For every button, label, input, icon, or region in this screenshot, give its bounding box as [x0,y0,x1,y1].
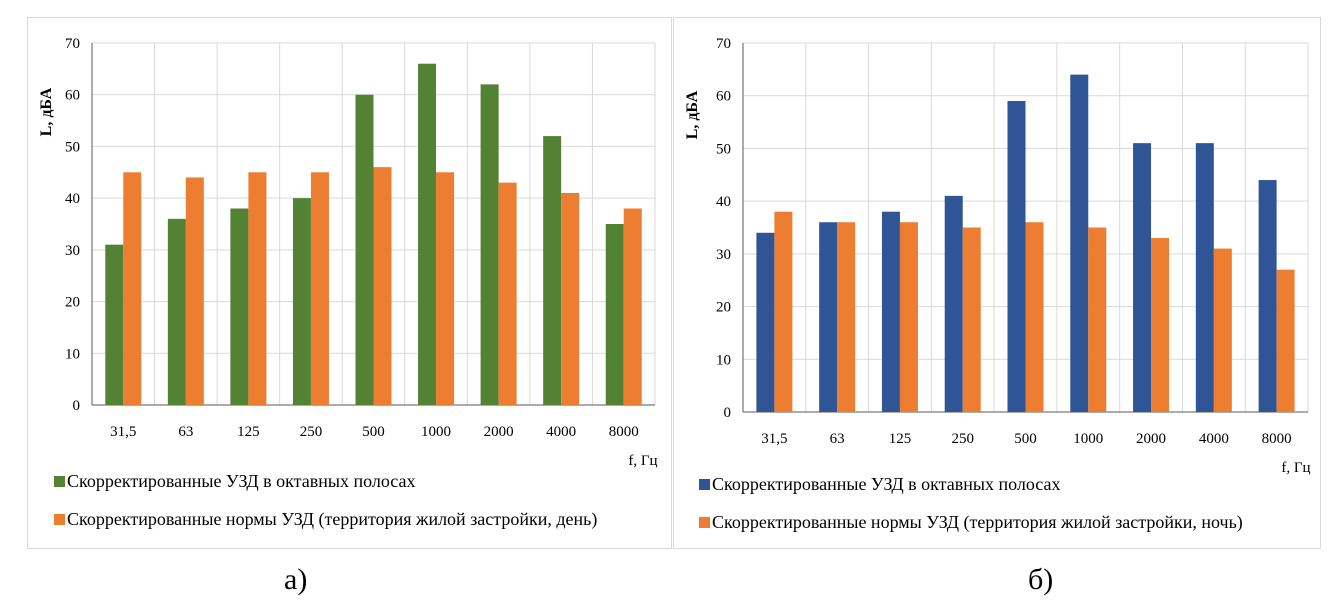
bar-series-1 [1133,143,1152,412]
bar-series-2 [623,208,642,405]
bar-series-2 [837,222,856,412]
bar-series-2 [310,172,329,405]
y-axis-title: L, дБА [684,90,701,139]
bar-series-2 [498,182,517,405]
x-tick-label: 8000 [609,424,639,440]
chart-a-svg: 0 10 20 30 40 50 60 70 31,5 63 125 250 500 1000 2000 40… [38,36,658,530]
bar-series-2 [1151,238,1170,412]
y-tick-label: 40 [716,194,731,210]
panel-b-label: б) [1028,563,1054,596]
legend-swatch-2 [699,517,710,528]
bar-series-1 [819,222,838,412]
bar-series-1 [480,84,499,405]
bar-series-2 [1213,248,1232,412]
x-tick-label: 125 [889,431,912,447]
y-tick-label: 50 [716,141,731,157]
bar-series-1 [230,208,249,405]
y-tick-label: 10 [65,346,80,362]
bar-series-1 [1070,74,1089,412]
legend-label-1: Скорректированные УЗД в октавных полосах [712,474,1060,494]
bar-series-2 [1025,222,1044,412]
y-tick-label: 0 [73,398,81,414]
x-tick-label: 500 [362,424,385,440]
x-tick-label: 63 [178,424,193,440]
x-tick-label: 4000 [1199,431,1229,447]
y-tick-label: 20 [65,295,80,311]
bar-series-2 [373,167,392,405]
y-tick-label: 10 [716,352,731,368]
bar-series-2 [561,192,580,405]
bar-series-1 [881,211,900,412]
x-tick-label: 63 [830,431,845,447]
bar-series-2 [248,172,267,405]
y-tick-label: 60 [65,88,80,104]
bar-series-1 [105,244,124,405]
y-tick-label: 30 [716,247,731,263]
legend-label-2: Скорректированные нормы УЗД (территория … [712,512,1243,533]
bar-series-1 [355,94,374,405]
x-tick-label: 1000 [1073,431,1103,447]
x-tick-label: 250 [300,424,323,440]
y-tick-label: 70 [65,36,80,52]
y-tick-label: 20 [716,300,731,316]
bar-series-1 [1007,100,1026,412]
bar-series-2 [962,227,981,412]
legend-swatch-1 [54,476,65,487]
bar-series-2 [1276,269,1295,412]
bar-series-1 [756,232,775,412]
y-tick-label: 70 [716,36,731,52]
x-tick-label: 125 [237,424,260,440]
bar-series-1 [418,63,437,405]
x-tick-label: 250 [951,431,974,447]
bar-series-2 [1088,227,1107,412]
y-tick-label: 0 [724,405,732,421]
x-tick-label: 1000 [421,424,451,440]
legend-label-1: Скорректированные УЗД в октавных полосах [67,471,415,491]
y-tick-label: 40 [65,191,80,207]
x-tick-label: 2000 [1136,431,1166,447]
bar-series-2 [899,222,918,412]
x-axis-title: f, Гц [628,453,657,469]
bar-series-1 [1258,180,1277,412]
x-tick-label: 2000 [484,424,514,440]
x-tick-label: 500 [1014,431,1037,447]
y-tick-label: 30 [65,243,80,259]
legend-swatch-2 [54,514,65,525]
chart-b-svg: 0 10 20 30 40 50 60 70 31,5 63 125 250 500 1000 2000 40… [684,36,1311,533]
legend-swatch-1 [699,479,710,490]
panel-a-label: а) [284,563,308,596]
bar-series-1 [1195,143,1214,412]
bar-series-2 [185,177,204,405]
bar-series-1 [167,218,186,405]
bar-series-1 [292,198,311,405]
chart-panel-b: 0 10 20 30 40 50 60 70 31,5 63 125 250 500 1000 2000 40… [673,17,1321,549]
x-axis-title: f, Гц [1281,460,1310,476]
y-axis-title: L, дБА [38,87,55,136]
bar-series-1 [944,195,963,412]
bar-series-2 [436,172,455,405]
y-tick-label: 50 [65,139,80,155]
x-tick-label: 8000 [1262,431,1292,447]
bar-series-2 [774,211,793,412]
x-tick-label: 31,5 [761,431,787,447]
y-tick-label: 60 [716,89,731,105]
x-tick-label: 4000 [546,424,576,440]
x-tick-label: 31,5 [110,424,136,440]
bar-series-1 [543,136,562,405]
bar-series-1 [605,224,624,405]
chart-panel-a: 0 10 20 30 40 50 60 70 31,5 63 125 250 500 1000 2000 40… [27,17,672,549]
legend-label-2: Скорректированные нормы УЗД (территория … [67,509,597,530]
bar-series-2 [123,172,142,405]
